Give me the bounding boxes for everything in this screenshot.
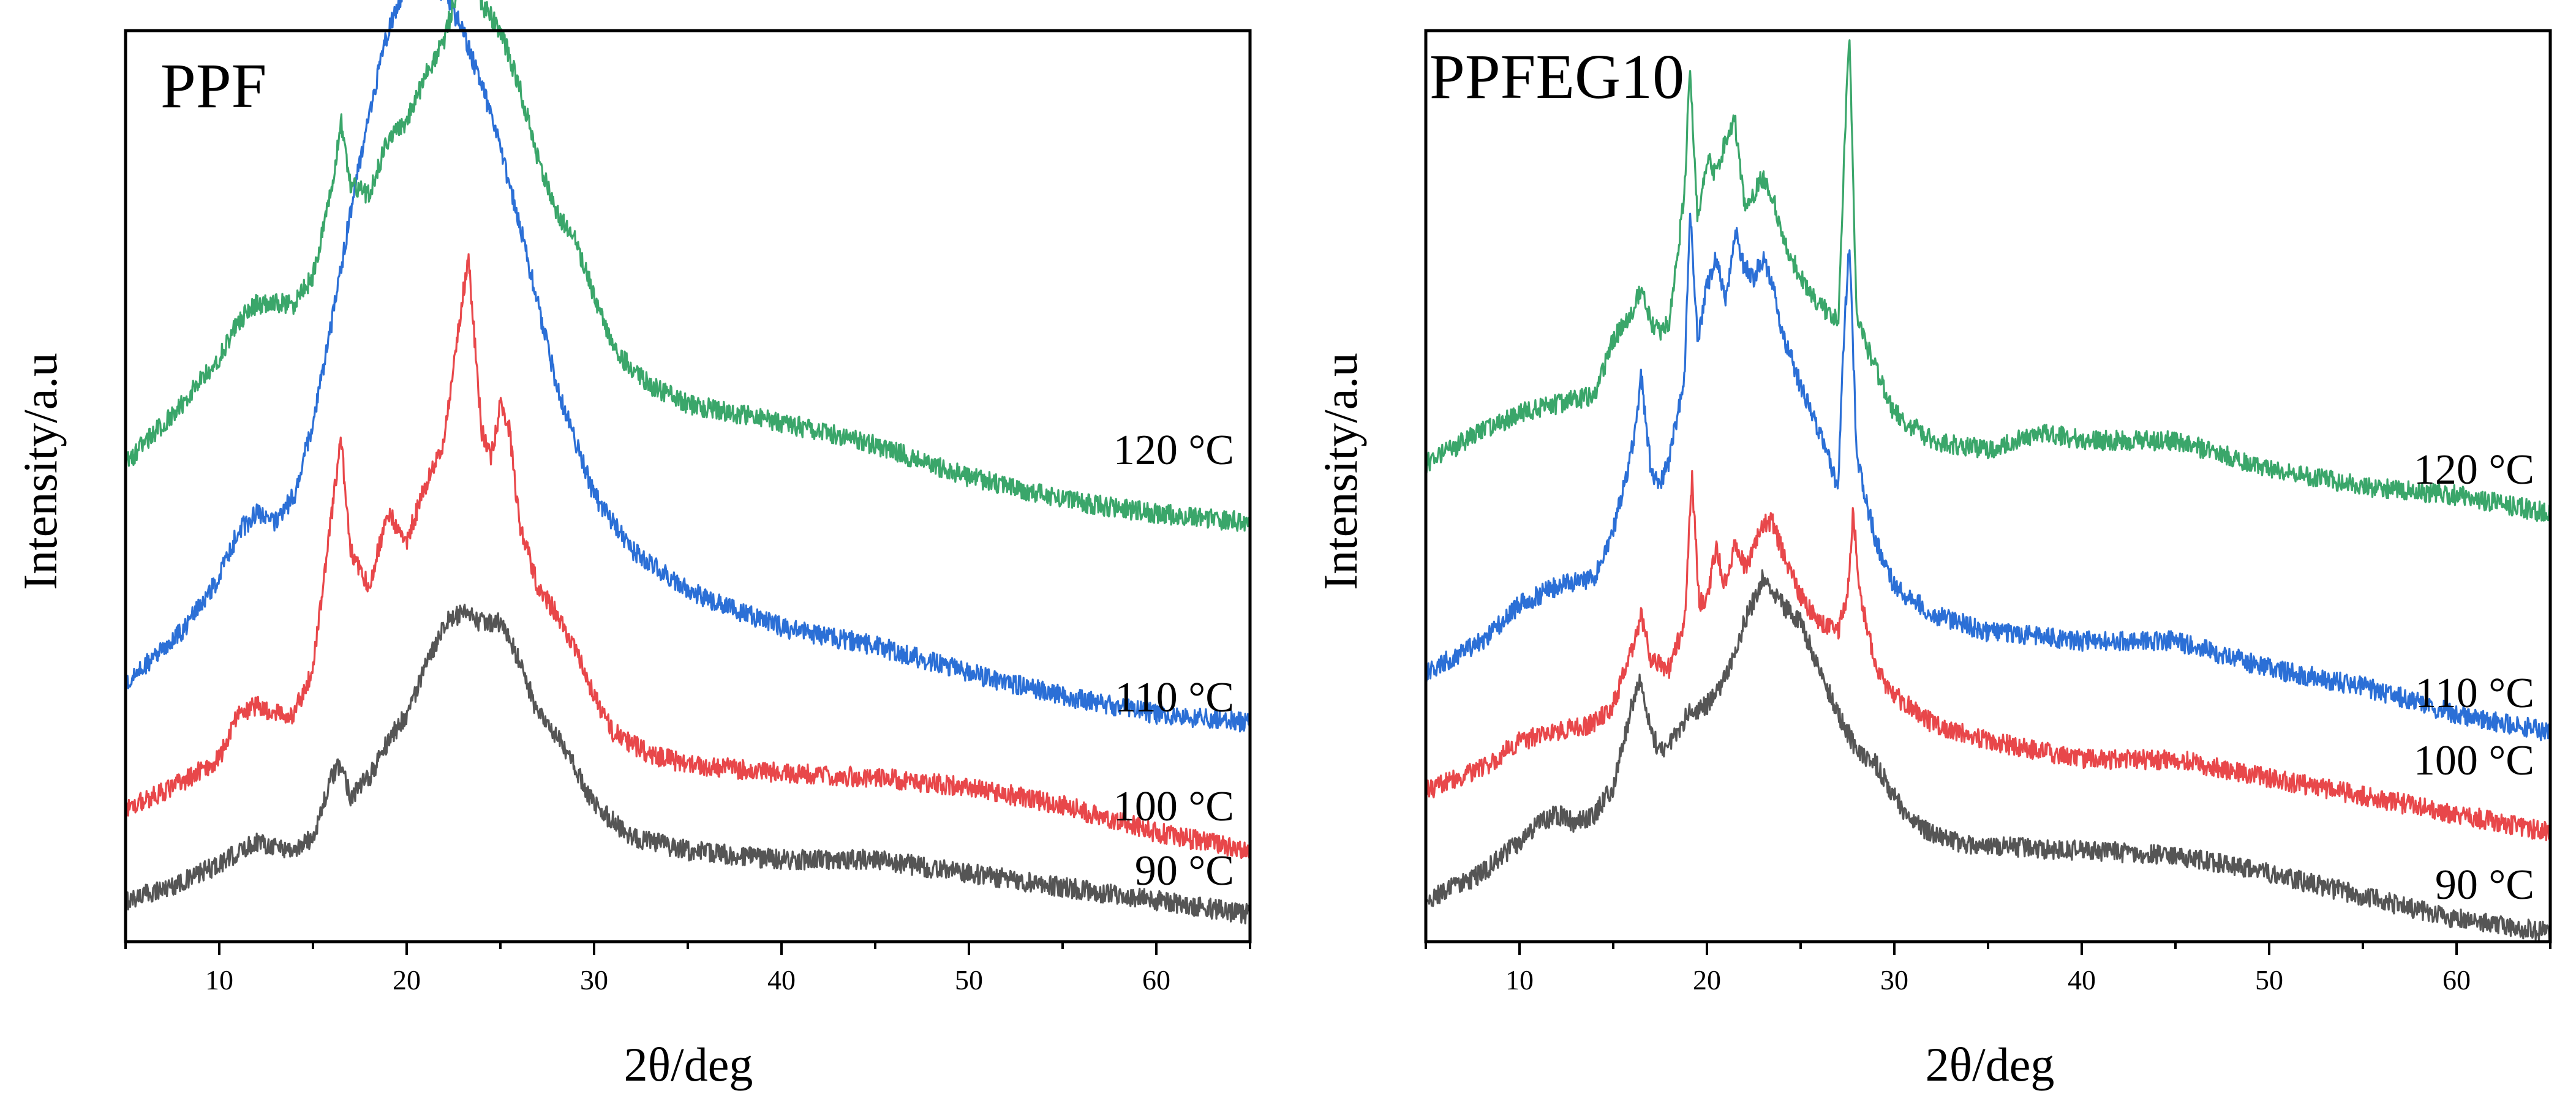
x-tick-label: 10	[1505, 964, 1534, 996]
plot-area-ppfeg10	[1425, 39, 2552, 943]
series-label-120C: 120 °C	[1113, 427, 1234, 474]
panel-label-ppfeg10: PPFEG10	[1429, 42, 1684, 112]
x-tick-label: 20	[1693, 964, 1721, 996]
series-label-110C: 110 °C	[2415, 670, 2534, 717]
series-label-110C: 110 °C	[1115, 674, 1234, 721]
series-line-110C	[1425, 212, 2552, 741]
series-label-90C: 90 °C	[1135, 847, 1234, 895]
panel-ppfeg10: Intensity/a.u 2θ/deg PPFEG10 10 20 30 40 50 6…	[1314, 29, 2552, 1091]
x-axis-title-ppfeg10: 2θ/deg	[1926, 1038, 2055, 1091]
x-axis-ticks-ppfeg10: 10 20 30 40 50 60	[1425, 942, 2552, 996]
series-label-100C: 100 °C	[1113, 783, 1234, 830]
series-label-120C: 120 °C	[2414, 446, 2534, 493]
series-line-90C	[1425, 569, 2552, 943]
series-line-100C	[1425, 470, 2552, 841]
panel-ppf: Intensity/a.u 2θ/deg PPF 10 20 30 40 50 60 12…	[13, 0, 1252, 1091]
x-axis-title-ppf: 2θ/deg	[624, 1038, 753, 1091]
series-line-100C	[124, 253, 1251, 860]
y-axis-title-ppfeg10: Intensity/a.u	[1314, 353, 1367, 590]
x-tick-label: 10	[205, 964, 233, 996]
x-tick-label: 60	[1142, 964, 1170, 996]
x-tick-label: 30	[580, 964, 608, 996]
y-axis-title-ppf: Intensity/a.u	[13, 353, 67, 590]
plot-area-ppf	[124, 0, 1251, 925]
x-tick-label: 50	[2255, 964, 2283, 996]
x-tick-label: 20	[393, 964, 421, 996]
series-labels-ppf: 120 °C 110 °C 100 °C 90 °C	[1113, 427, 1234, 895]
x-axis-ticks-ppf: 10 20 30 40 50 60	[124, 942, 1251, 996]
series-line-120C	[124, 0, 1251, 532]
x-tick-label: 30	[1880, 964, 1908, 996]
x-tick-label: 60	[2442, 964, 2471, 996]
series-label-90C: 90 °C	[2435, 861, 2534, 909]
series-line-90C	[124, 604, 1251, 925]
x-tick-label: 40	[2068, 964, 2096, 996]
panel-label-ppf: PPF	[160, 51, 267, 121]
series-labels-ppfeg10: 120 °C 110 °C 100 °C 90 °C	[2414, 446, 2534, 909]
series-line-110C	[124, 0, 1251, 733]
plot-frame-ppf	[124, 29, 1252, 943]
series-line-120C	[1425, 39, 2552, 522]
x-tick-label: 40	[767, 964, 796, 996]
series-label-100C: 100 °C	[2414, 737, 2534, 784]
x-tick-label: 50	[955, 964, 983, 996]
